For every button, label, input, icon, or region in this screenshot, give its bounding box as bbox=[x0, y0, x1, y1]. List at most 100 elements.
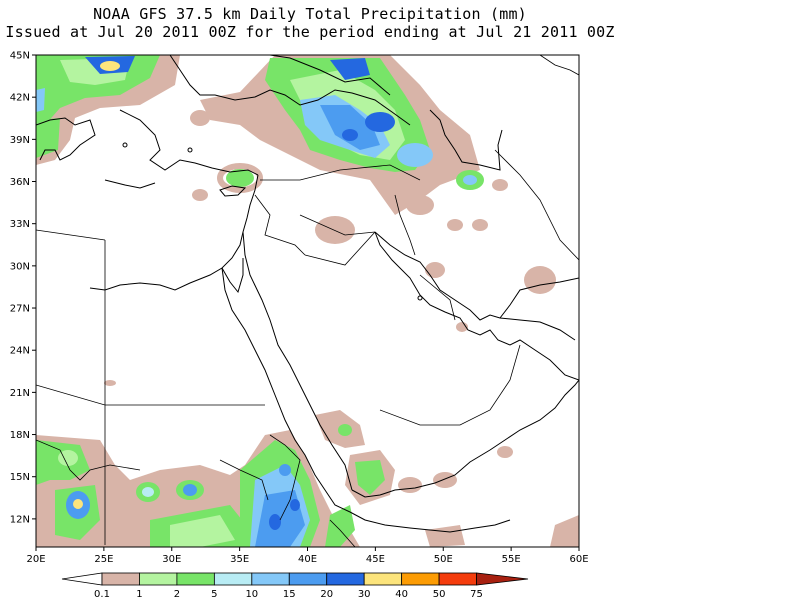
lon-label: 35E bbox=[230, 554, 249, 565]
border bbox=[36, 229, 106, 241]
legend-label: 15 bbox=[283, 589, 296, 600]
precip-field bbox=[36, 118, 60, 158]
lat-label: 15N bbox=[10, 472, 30, 483]
coastline bbox=[269, 55, 391, 96]
coastlines bbox=[36, 55, 579, 533]
legend-swatch bbox=[288, 572, 328, 586]
precip-field bbox=[73, 499, 83, 509]
precip-field bbox=[330, 58, 370, 80]
precip-field bbox=[456, 322, 468, 332]
precip-layer bbox=[36, 55, 579, 547]
legend-swatch bbox=[401, 572, 440, 586]
lat-label: 21N bbox=[10, 388, 30, 399]
longitude-axis: 20E 25E 30E 35E 40E 45E 50E 55E 60E bbox=[26, 547, 589, 565]
border bbox=[394, 194, 416, 256]
precip-field bbox=[325, 505, 355, 547]
map-subtitle: Issued at Jul 20 2011 00Z for the period… bbox=[5, 23, 615, 41]
lon-label: 50E bbox=[434, 554, 453, 565]
legend-arrow-low bbox=[61, 572, 103, 586]
legend-label: 40 bbox=[395, 589, 408, 600]
lat-label: 18N bbox=[10, 430, 30, 441]
precip-field bbox=[100, 61, 120, 71]
coastline bbox=[89, 174, 259, 291]
legend-label: 30 bbox=[358, 589, 371, 600]
precip-field bbox=[36, 88, 45, 112]
precip-field bbox=[226, 169, 254, 187]
legend-swatch bbox=[326, 572, 365, 586]
coastline bbox=[119, 109, 259, 176]
coastline bbox=[104, 179, 156, 189]
legend-swatch bbox=[251, 572, 290, 586]
color-legend: 0.1 1 2 5 10 15 20 30 40 50 75 bbox=[61, 572, 529, 600]
precip-field bbox=[433, 472, 457, 488]
island bbox=[122, 142, 128, 148]
lon-label: 55E bbox=[502, 554, 521, 565]
precip-field bbox=[338, 424, 352, 436]
border bbox=[539, 55, 579, 76]
coastline bbox=[374, 231, 579, 381]
precip-field bbox=[365, 112, 395, 132]
precip-field bbox=[425, 262, 445, 278]
lat-label: 27N bbox=[10, 304, 30, 315]
border bbox=[260, 164, 421, 181]
lat-label: 12N bbox=[10, 514, 30, 525]
legend-label: 0.1 bbox=[94, 589, 110, 600]
legend-swatch bbox=[101, 572, 140, 586]
lat-label: 36N bbox=[10, 177, 30, 188]
precip-field bbox=[217, 163, 263, 193]
precip-field bbox=[447, 219, 463, 231]
precip-field bbox=[183, 484, 197, 496]
precip-field bbox=[355, 460, 385, 495]
precip-field bbox=[406, 195, 434, 215]
lat-label: 24N bbox=[10, 346, 30, 357]
legend-label: 5 bbox=[211, 589, 217, 600]
border bbox=[494, 149, 579, 261]
precip-field bbox=[425, 525, 465, 547]
coastline bbox=[36, 117, 96, 161]
island bbox=[417, 295, 423, 301]
coastline bbox=[349, 511, 511, 533]
border bbox=[299, 214, 376, 236]
border bbox=[329, 519, 356, 547]
border bbox=[219, 459, 269, 501]
lat-label: 45N bbox=[10, 51, 30, 62]
lat-label: 30N bbox=[10, 261, 30, 272]
border bbox=[304, 231, 376, 266]
coastline bbox=[374, 231, 576, 341]
map-title: NOAA GFS 37.5 km Daily Total Precipitati… bbox=[93, 5, 527, 23]
precip-field bbox=[290, 499, 300, 511]
precip-field bbox=[279, 464, 291, 476]
legend-arrow-high bbox=[476, 572, 529, 586]
legend-label: 2 bbox=[174, 589, 180, 600]
precip-field bbox=[550, 515, 579, 547]
precip-field bbox=[492, 179, 508, 191]
lon-label: 25E bbox=[94, 554, 113, 565]
island bbox=[187, 147, 193, 153]
border bbox=[419, 274, 456, 321]
lon-label: 30E bbox=[162, 554, 181, 565]
lon-label: 45E bbox=[366, 554, 385, 565]
coastline bbox=[221, 267, 351, 513]
legend-swatch bbox=[139, 572, 178, 586]
legend-swatch bbox=[213, 572, 253, 586]
precip-field bbox=[398, 477, 422, 493]
lat-label: 33N bbox=[10, 219, 30, 230]
precip-field bbox=[497, 446, 513, 458]
precip-field bbox=[320, 105, 380, 150]
legend-swatch bbox=[363, 572, 403, 586]
latitude-axis: 45N 42N 39N 36N 33N 30N 27N 24N 21N 18N 15N 12N bbox=[10, 51, 36, 525]
border bbox=[269, 434, 301, 521]
legend-swatch bbox=[438, 572, 477, 586]
coastline bbox=[219, 185, 247, 197]
border bbox=[254, 194, 306, 256]
precip-field bbox=[142, 487, 154, 497]
legend-label: 10 bbox=[245, 589, 258, 600]
legend-label: 50 bbox=[433, 589, 446, 600]
lon-label: 60E bbox=[569, 554, 588, 565]
precip-field bbox=[192, 189, 208, 201]
precip-field bbox=[524, 266, 556, 294]
precip-field bbox=[397, 143, 433, 167]
legend-label: 1 bbox=[136, 589, 142, 600]
lon-label: 40E bbox=[298, 554, 317, 565]
